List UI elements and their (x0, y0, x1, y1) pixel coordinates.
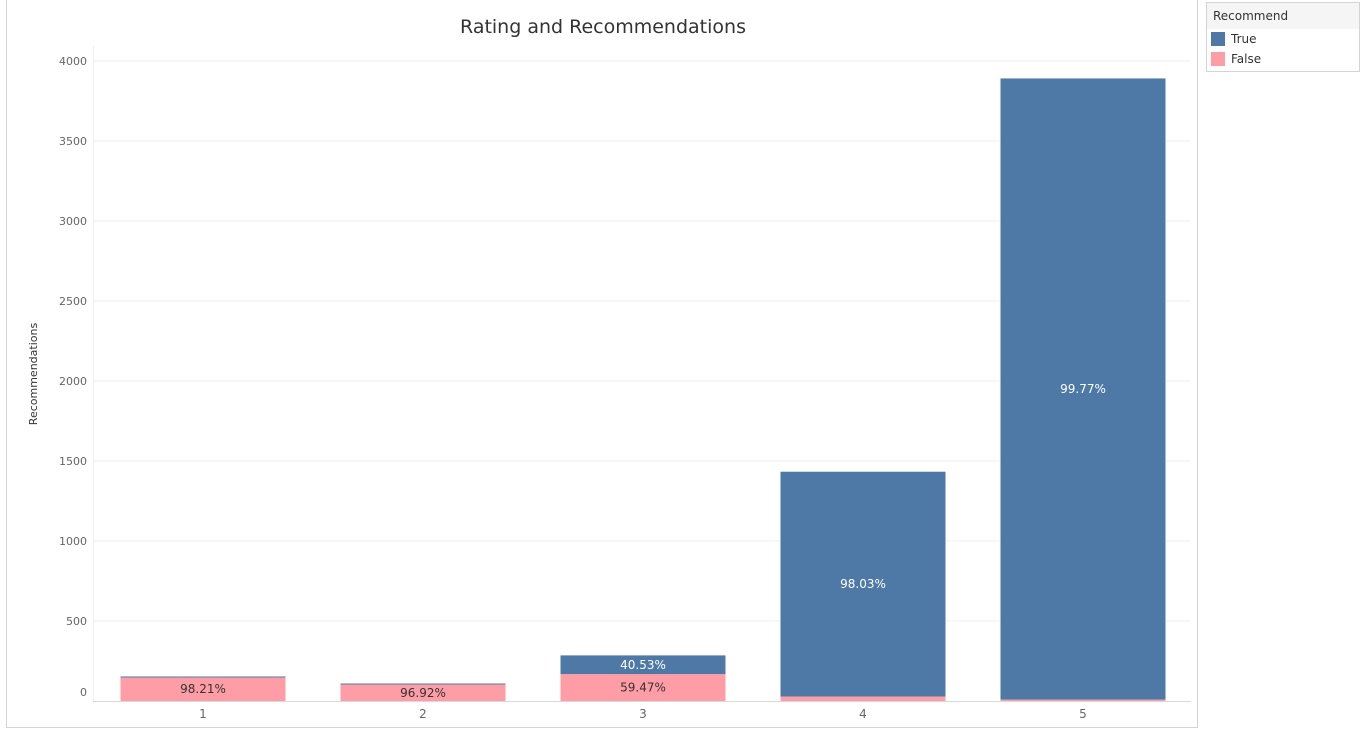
legend: Recommend True False (1206, 2, 1360, 72)
data-label-false-3: 59.47% (620, 681, 666, 695)
y-tick-label: 1500 (59, 455, 87, 468)
bar-true-1[interactable] (120, 676, 286, 678)
data-label-true-5: 99.77% (1060, 382, 1106, 396)
data-label-true-4: 98.03% (840, 577, 886, 591)
y-tick-label: 2500 (59, 295, 87, 308)
y-tick-label: 4000 (59, 55, 87, 68)
bar-false-1[interactable] (120, 677, 286, 701)
legend-item-false[interactable]: False (1207, 49, 1359, 69)
y-axis-label: Recommendations (27, 323, 40, 426)
data-label-false-2: 96.92% (400, 686, 446, 700)
bar-false-4[interactable] (780, 696, 946, 701)
x-tick-label: 3 (639, 707, 647, 721)
x-tick-label: 4 (859, 707, 867, 721)
y-tick-label: 3500 (59, 135, 87, 148)
legend-label-true: True (1231, 32, 1257, 46)
bar-false-3[interactable] (560, 674, 726, 701)
x-tick-label: 1 (199, 707, 207, 721)
data-label-true-3: 40.53% (620, 658, 666, 672)
bar-true-4[interactable] (780, 471, 946, 697)
bar-labels: 98.21% 96.92% 59.47% 40.53% 98.03% 99.77% (180, 382, 1106, 700)
chart-frame: Rating and Recommendations Recommendatio… (6, 0, 1198, 728)
data-label-false-1: 98.21% (180, 682, 226, 696)
grid-lines (93, 46, 1191, 702)
y-tick-label: 2000 (59, 375, 87, 388)
y-tick-label: 1000 (59, 535, 87, 548)
bar-false-2[interactable] (340, 684, 506, 701)
bar-chart: Rating and Recommendations Recommendatio… (27, 16, 1191, 721)
x-tick-label: 5 (1079, 707, 1087, 721)
chart-title: Rating and Recommendations (460, 16, 746, 38)
x-tick-label: 2 (419, 707, 427, 721)
y-tick-label: 500 (66, 615, 87, 628)
bars (120, 78, 1166, 701)
legend-item-true[interactable]: True (1207, 29, 1359, 49)
bar-true-5[interactable] (1000, 78, 1166, 700)
bar-true-3[interactable] (560, 655, 726, 675)
y-tick-label: 3000 (59, 215, 87, 228)
legend-swatch-false (1211, 52, 1225, 66)
legend-swatch-true (1211, 32, 1225, 46)
legend-label-false: False (1231, 52, 1262, 66)
legend-title: Recommend (1207, 3, 1359, 29)
bar-true-2[interactable] (340, 683, 506, 685)
y-axis-ticks: 0 500 1000 1500 2000 2500 3000 3500 4000 (59, 55, 87, 699)
y-tick-label: 0 (80, 686, 87, 699)
x-axis-ticks: 1 2 3 4 5 (199, 707, 1087, 721)
bar-false-5[interactable] (1000, 699, 1166, 701)
